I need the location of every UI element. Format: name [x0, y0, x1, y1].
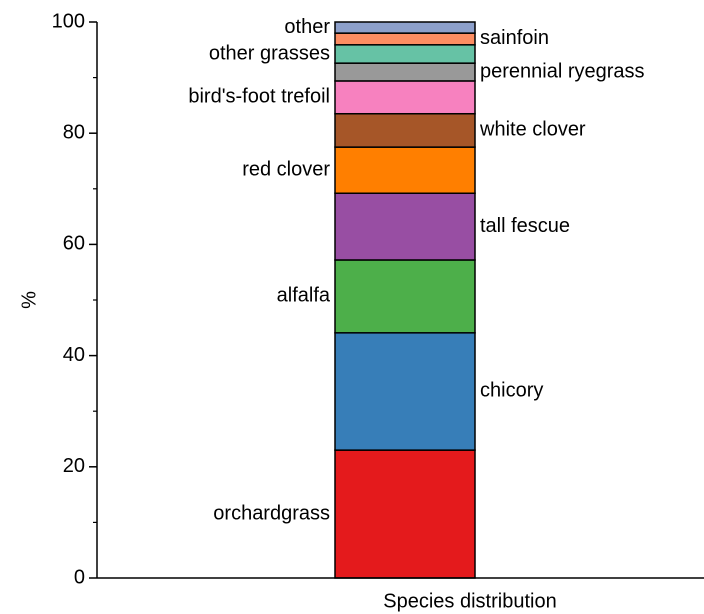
- bar-segment: [334, 112, 476, 148]
- y-tick-label: 60: [63, 233, 85, 255]
- segment-label: red clover: [242, 158, 330, 180]
- bar-segment: [334, 192, 476, 261]
- segment-label: other: [284, 16, 330, 38]
- segment-label: sainfoin: [480, 27, 549, 49]
- segment-label: perennial ryegrass: [480, 60, 645, 82]
- x-tick-label: Species distribution: [383, 590, 556, 612]
- segment-label: other grasses: [209, 42, 330, 64]
- segment-label: bird's-foot trefoil: [188, 86, 330, 108]
- bar-segment: [334, 62, 476, 82]
- bar-segment: [334, 44, 476, 64]
- bar-segment: [334, 80, 476, 115]
- segment-label: tall fescue: [480, 215, 570, 237]
- bar-segment: [334, 146, 476, 194]
- segment-label: orchardgrass: [213, 502, 330, 524]
- y-tick-label: 100: [52, 10, 85, 32]
- bar-segment: [334, 449, 476, 579]
- segment-label: alfalfa: [277, 285, 331, 307]
- segment-label: chicory: [480, 380, 543, 402]
- y-tick-label: 20: [63, 455, 85, 477]
- bar-segment: [334, 32, 476, 46]
- bar-segment: [334, 21, 476, 34]
- segment-label: white clover: [479, 119, 586, 141]
- bar-segment: [334, 259, 476, 334]
- bar-segment: [334, 332, 476, 451]
- y-tick-label: 80: [63, 121, 85, 143]
- y-tick-label: 40: [63, 344, 85, 366]
- y-tick-label: 0: [74, 566, 85, 588]
- y-axis-label: %: [18, 291, 40, 309]
